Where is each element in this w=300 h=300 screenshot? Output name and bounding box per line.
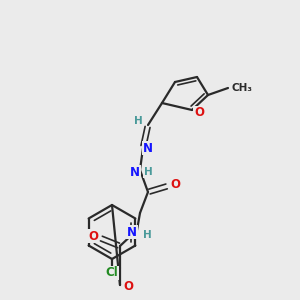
Text: Cl: Cl [106,266,118,280]
Text: H: H [134,116,142,126]
Text: N: N [143,142,153,154]
Text: O: O [123,280,133,292]
Text: O: O [194,106,204,119]
Text: N: N [127,226,137,238]
Text: CH₃: CH₃ [232,83,253,93]
Text: N: N [130,166,140,178]
Text: H: H [144,167,152,177]
Text: H: H [142,230,152,240]
Text: O: O [170,178,180,190]
Text: O: O [88,230,98,242]
